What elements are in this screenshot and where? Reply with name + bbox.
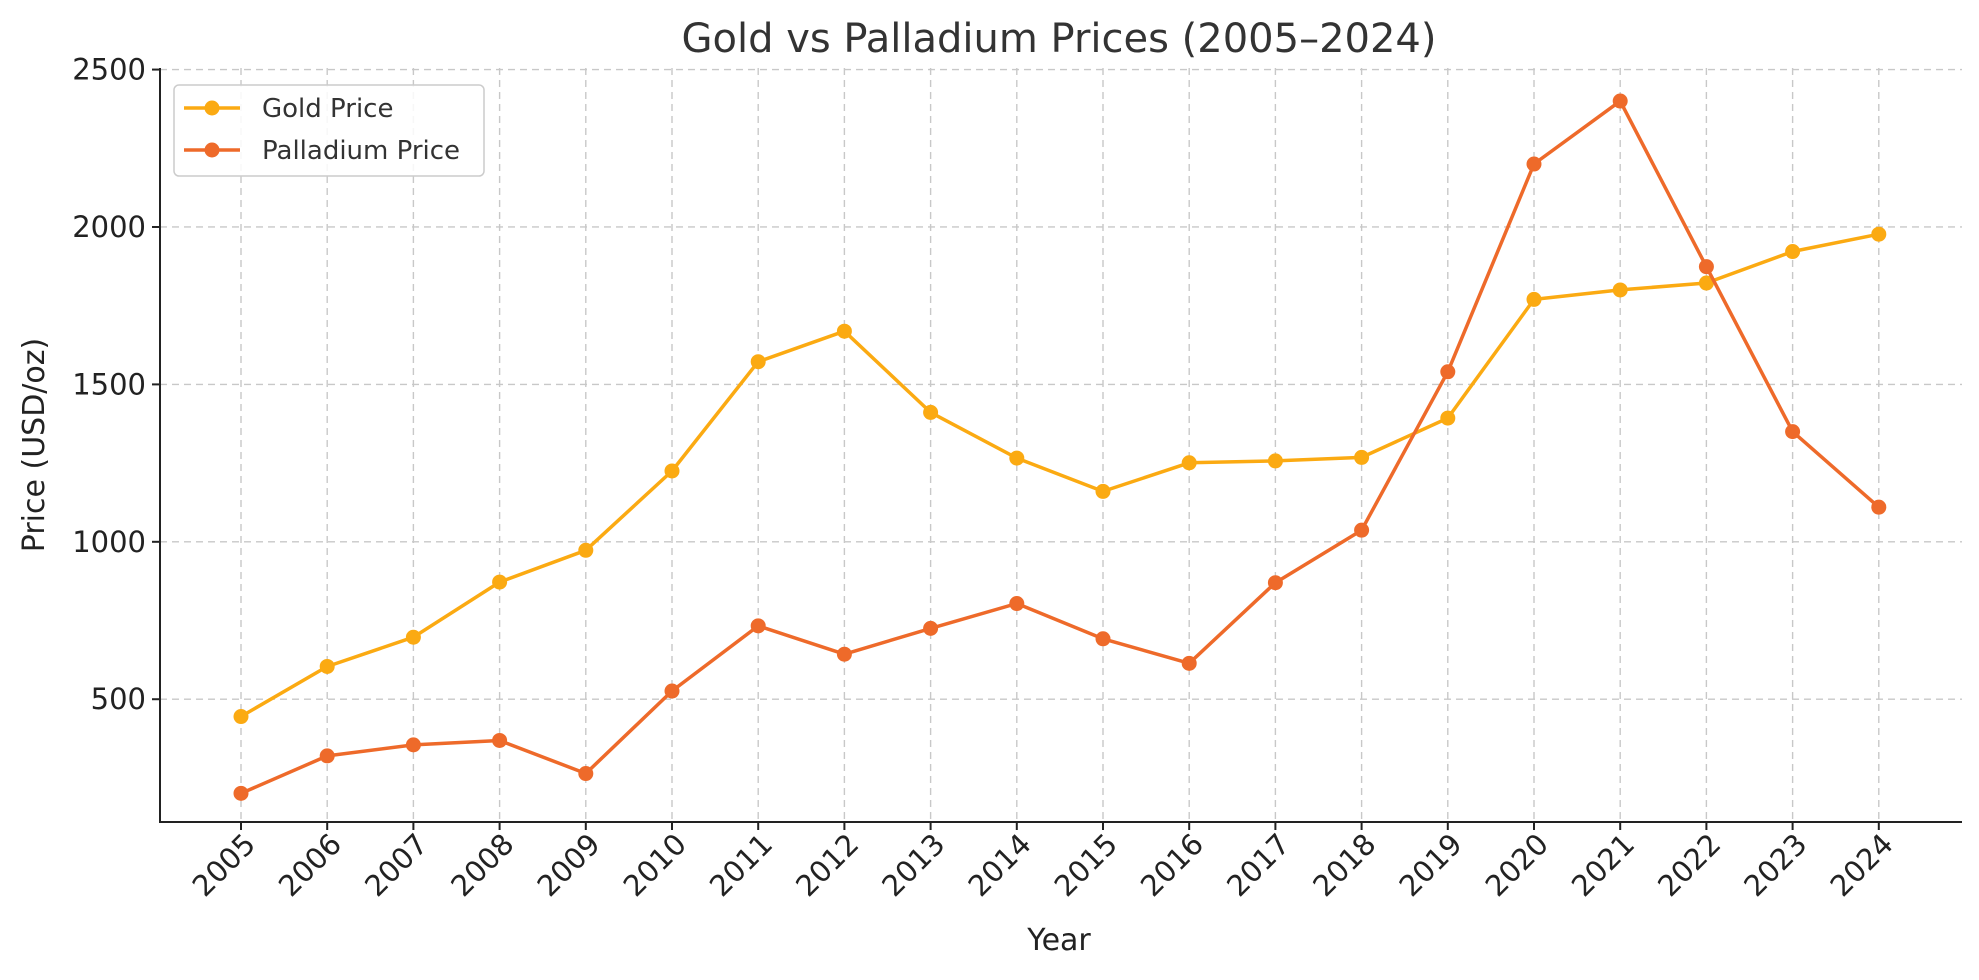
series-gold-point — [1009, 450, 1025, 466]
series-palladium-point — [1698, 259, 1714, 275]
series-gold-line — [240, 232, 1880, 719]
series-gold-point — [1526, 291, 1542, 307]
x-tick-label: 2020 — [1479, 827, 1555, 903]
series-gold-point — [492, 574, 508, 590]
series-palladium-line — [240, 99, 1880, 796]
series-palladium-point — [1871, 499, 1887, 515]
series-gold-point — [1181, 455, 1197, 471]
legend-entry-gold: Gold Price — [184, 94, 393, 124]
x-tick-label: 2013 — [875, 827, 951, 903]
y-tick-label: 1000 — [72, 525, 146, 559]
x-tick-label: 2014 — [962, 827, 1038, 903]
series-gold-point — [664, 463, 680, 479]
x-axis-label: Year — [1026, 923, 1091, 958]
x-tick-label: 2016 — [1134, 827, 1210, 903]
axes — [159, 68, 1962, 823]
series-palladium-point — [664, 683, 680, 699]
x-tick-label: 2007 — [358, 827, 434, 903]
series-gold-point — [1785, 244, 1801, 260]
series-palladium-point — [923, 620, 939, 636]
x-tick-label: 2005 — [186, 827, 262, 903]
series-gold-point — [405, 629, 421, 645]
y-tick-label: 2000 — [72, 210, 146, 244]
series-palladium-point — [233, 785, 249, 801]
x-tick-label: 2008 — [444, 827, 520, 903]
legend-gold-label: Gold Price — [262, 94, 393, 124]
series-gold — [233, 226, 1887, 725]
x-tick-label: 2018 — [1306, 827, 1382, 903]
series-palladium — [233, 93, 1887, 801]
series-palladium-point — [1181, 655, 1197, 671]
series-palladium-point — [1009, 596, 1025, 612]
series-palladium-point — [1095, 631, 1111, 647]
series-gold-point — [1354, 449, 1370, 465]
y-tick-label: 2500 — [72, 53, 146, 87]
x-tick-label: 2011 — [703, 827, 779, 903]
series-palladium-point — [1354, 522, 1370, 538]
x-tick-label: 2019 — [1393, 827, 1469, 903]
series-palladium-point — [1440, 364, 1456, 380]
x-tick-label: 2021 — [1565, 827, 1641, 903]
chart-title: Gold vs Palladium Prices (2005–2024) — [682, 16, 1437, 62]
y-tick-label: 1500 — [72, 367, 146, 401]
series-gold-point — [1612, 282, 1628, 298]
series-palladium-point — [1785, 424, 1801, 440]
legend-box — [173, 84, 485, 177]
series-palladium-point — [492, 732, 508, 748]
data-series — [233, 93, 1887, 801]
series-palladium-point — [750, 618, 766, 634]
x-tick-label: 2015 — [1048, 827, 1124, 903]
series-gold-point — [1871, 226, 1887, 242]
series-palladium-point — [405, 737, 421, 753]
series-gold-point — [319, 658, 335, 674]
series-gold-point — [750, 354, 766, 370]
y-axis-label: Price (USD/oz) — [17, 338, 52, 552]
series-palladium-point — [578, 766, 594, 782]
legend-gold-marker — [204, 100, 220, 116]
x-tick-label: 2012 — [789, 827, 865, 903]
x-tick-label: 2024 — [1824, 827, 1900, 903]
series-gold-point — [1698, 275, 1714, 291]
legend-entry-palladium: Palladium Price — [184, 136, 460, 166]
x-tick-label: 2022 — [1651, 827, 1727, 903]
series-gold-point — [836, 323, 852, 339]
series-gold-point — [578, 542, 594, 558]
x-tick-label: 2010 — [617, 827, 693, 903]
x-tick-label: 2006 — [272, 827, 348, 903]
x-tick-label: 2009 — [531, 827, 607, 903]
series-gold-point — [1440, 410, 1456, 426]
legend-palladium-label: Palladium Price — [262, 136, 460, 166]
series-palladium-point — [1267, 575, 1283, 591]
series-gold-point — [923, 404, 939, 420]
series-gold-point — [1267, 453, 1283, 469]
series-palladium-point — [319, 748, 335, 764]
x-tick-label: 2023 — [1737, 827, 1813, 903]
series-gold-point — [1095, 483, 1111, 499]
series-palladium-point — [1612, 93, 1628, 109]
y-tick-label: 500 — [91, 682, 146, 716]
legend: Gold Price Palladium Price — [173, 84, 485, 177]
legend-palladium-marker — [204, 142, 220, 158]
x-tick-label: 2017 — [1220, 827, 1296, 903]
grid-lines — [160, 68, 1962, 822]
series-palladium-point — [1526, 156, 1542, 172]
series-gold-point — [233, 709, 249, 725]
series-palladium-point — [836, 646, 852, 662]
